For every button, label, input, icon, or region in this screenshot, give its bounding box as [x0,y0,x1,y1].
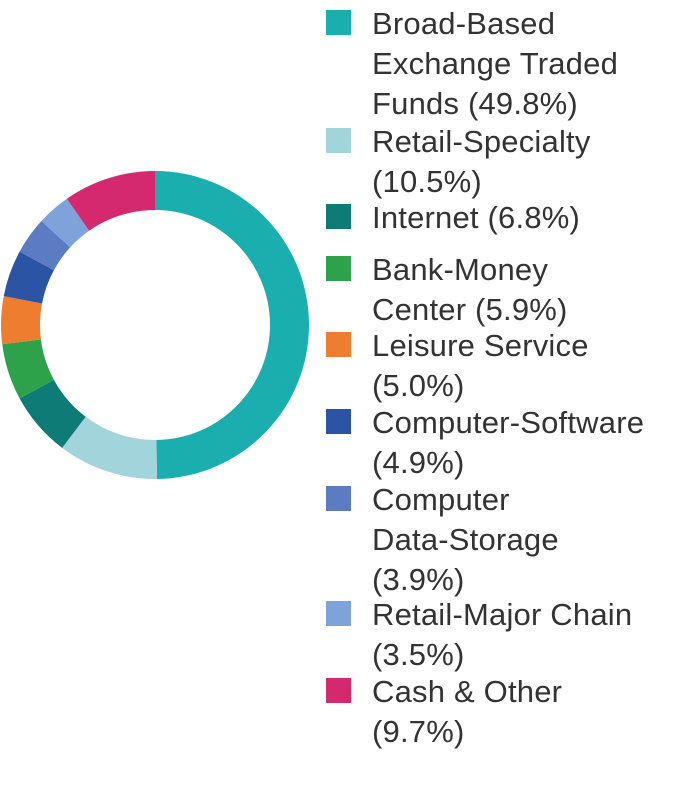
pie-slice-3 [2,339,54,399]
legend-swatch [326,409,351,434]
pie-slice-7 [41,198,90,248]
pie-slice-5 [3,251,54,304]
legend-label: Internet (6.8%) [372,200,581,235]
pie-slice-4 [0,296,43,345]
legend-swatch [326,601,351,626]
legend-label: Broad-Based Exchange Traded Funds (49.8%… [372,6,619,121]
legend-label: Retail-Specialty (10.5%) [372,124,591,199]
legend-label: Retail-Major Chain (3.5%) [372,597,633,672]
pie-slice-0 [155,170,310,479]
legend-swatch [326,332,351,357]
legend-label: Leisure Service (5.0%) [372,328,589,403]
legend-swatch [326,10,351,35]
legend-label: Cash & Other (9.7%) [372,674,563,749]
legend-label: Computer-Software (4.9%) [372,405,645,480]
pie-slice-2 [19,379,86,448]
pie-slice-1 [62,416,157,480]
legend-swatch [326,678,351,703]
legend-swatch [326,486,351,511]
pie-slice-6 [19,220,71,271]
donut-chart [0,170,310,480]
legend-swatch [326,204,351,229]
pie-slice-8 [66,171,155,231]
legend-swatch [326,128,351,153]
legend-label: Computer Data-Storage (3.9%) [372,482,559,597]
legend-label: Bank-Money Center (5.9%) [372,252,568,327]
legend-swatch [326,256,351,281]
